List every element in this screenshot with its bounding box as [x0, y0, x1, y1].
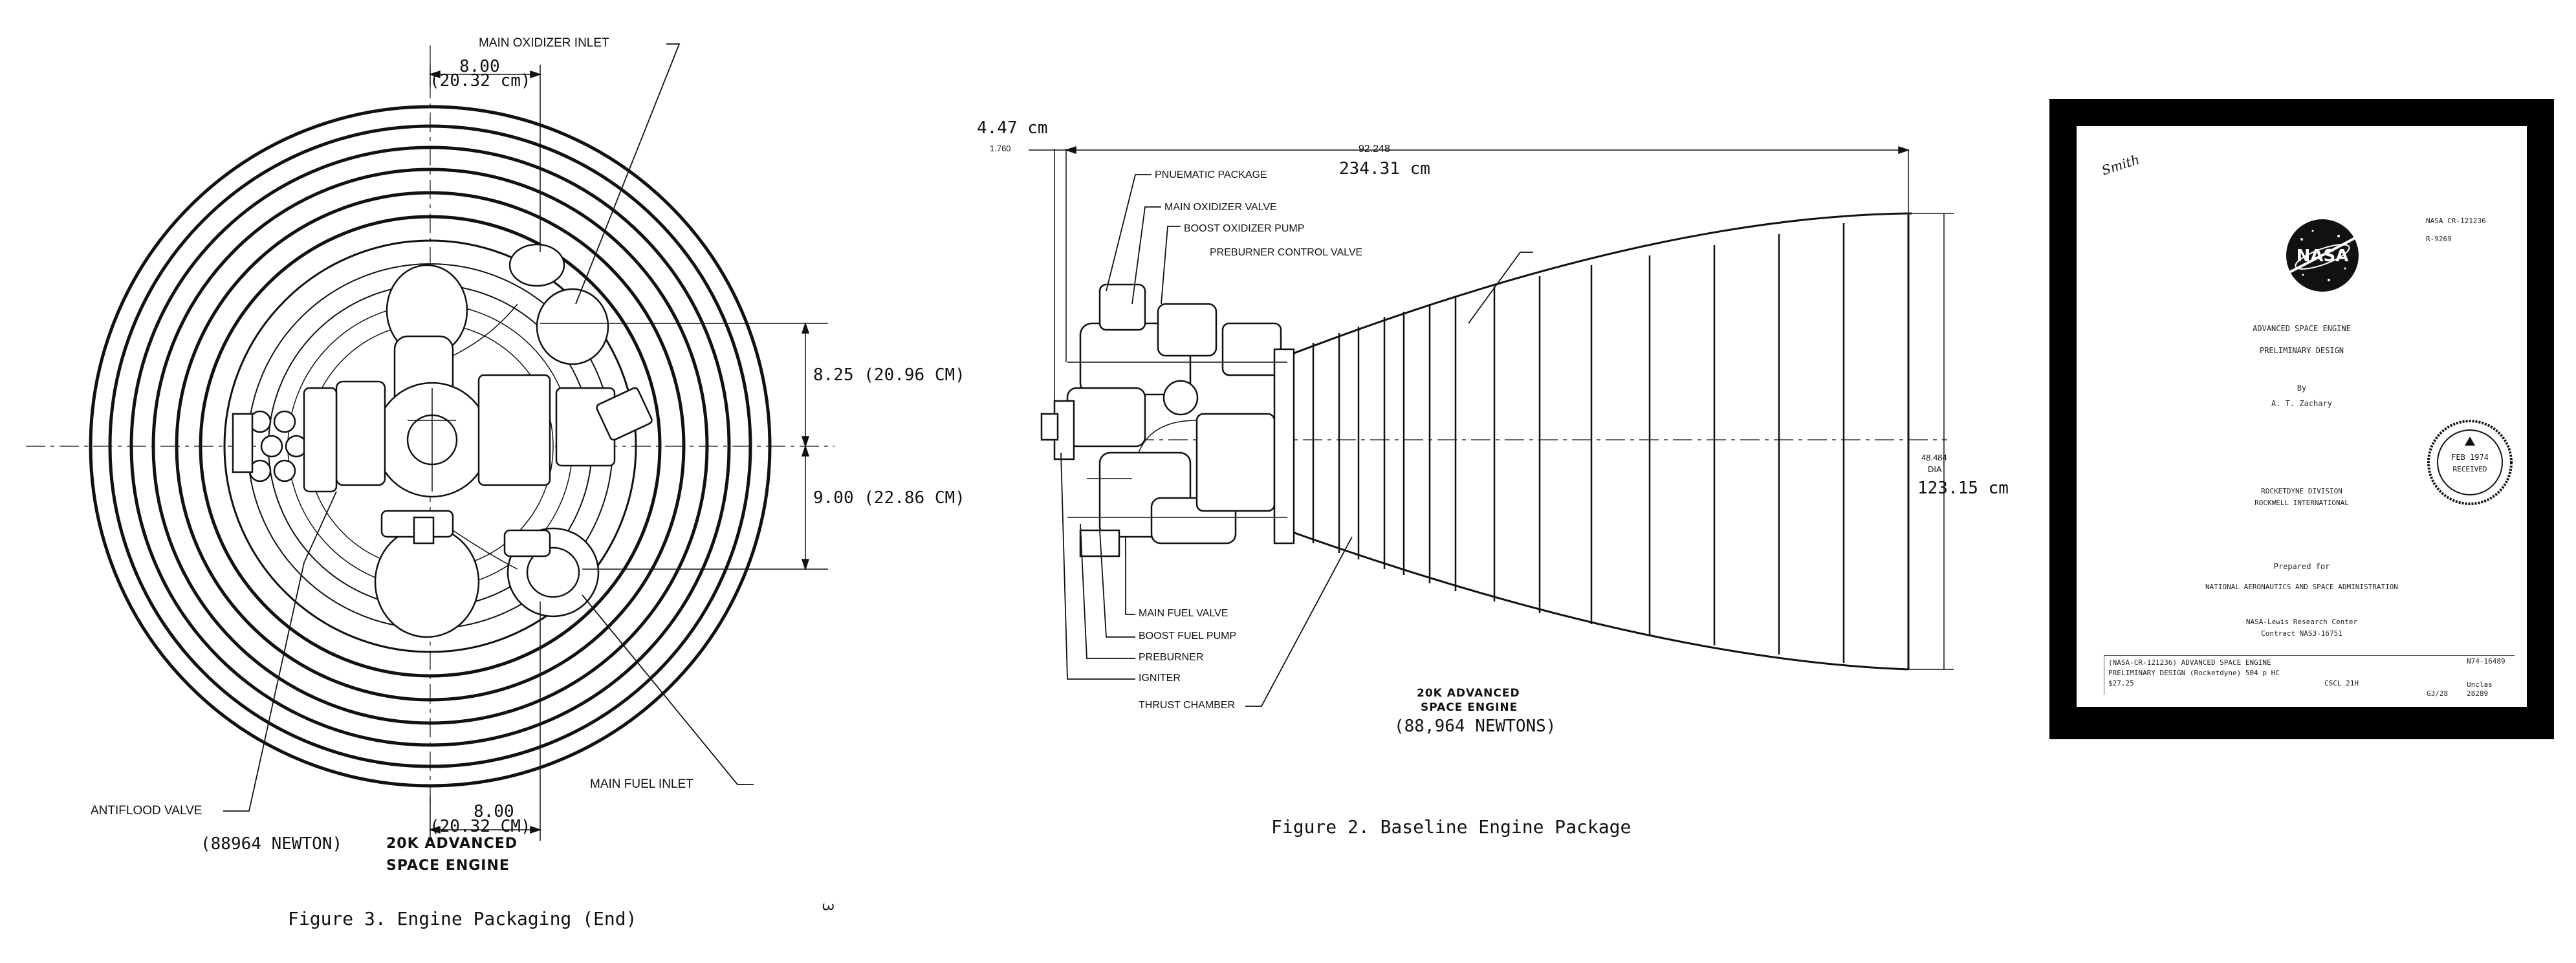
report-code: R-9269 — [2426, 235, 2452, 243]
exit-dia-label: DIA — [1928, 464, 1942, 474]
bottom-dim-cm: (20.32 CM) — [430, 817, 531, 836]
antiflood-valve-label: ANTIFLOOD VALVE — [91, 804, 202, 817]
biblio-unclas: Unclas — [2467, 680, 2493, 689]
page-number: 3 — [819, 902, 836, 912]
top-dim-inches: 8.00 — [459, 57, 500, 76]
cover-by: By — [2297, 384, 2307, 393]
label-pneumatic-package: PNUEMATIC PACKAGE — [1155, 169, 1267, 180]
label-main-oxidizer-valve: MAIN OXIDIZER VALVE — [1164, 202, 1277, 213]
bottom-dim-inches: 8.00 — [474, 802, 514, 821]
biblio-line2: PRELIMINARY DESIGN (Rocketdyne) 504 p HC — [2108, 669, 2280, 677]
label-igniter: IGNITER — [1139, 673, 1181, 684]
biblio-cscl: CSCL 21H — [2324, 679, 2359, 687]
engine-newton-label: (88964 NEWTON) — [201, 834, 343, 854]
figure-2: 4.47 cm 1.760 92.248 234.31 cm PNUEMATIC… — [938, 0, 2038, 963]
biblio-n-number: N74-16489 — [2467, 657, 2505, 665]
biblio-line3: $27.25 — [2108, 679, 2134, 687]
figure-3: MAIN OXIDIZER INLET 8.00 (20.32 cm) 8.25… — [0, 0, 965, 963]
fig2-engine-newtons: (88,964 NEWTONS) — [1394, 717, 1556, 736]
small-dim: 1.760 — [990, 144, 1011, 153]
cover-title-line2: PRELIMINARY DESIGN — [2259, 346, 2344, 355]
research-center: NASA-Lewis Research Center — [2245, 618, 2358, 626]
label-thrust-chamber: THRUST CHAMBER — [1139, 700, 1236, 711]
contract: Contract NAS3-16751 — [2261, 629, 2342, 638]
fig2-engine-name-line1: 20K ADVANCED — [1417, 687, 1520, 700]
org-line2: ROCKWELL INTERNATIONAL — [2254, 499, 2349, 507]
stamp-received: RECEIVED — [2453, 465, 2487, 473]
report-number: NASA CR-121236 — [2426, 217, 2486, 225]
agency: NATIONAL AERONAUTICS AND SPACE ADMINISTR… — [2205, 583, 2398, 591]
cover-author: A. T. Zachary — [2271, 399, 2332, 408]
stamp-date: FEB 1974 — [2451, 453, 2489, 462]
prepared-for: Prepared for — [2273, 562, 2330, 571]
cover-title-line1: ADVANCED SPACE ENGINE — [2253, 324, 2351, 333]
label-preburner-control-valve: PREBURNER CONTROL VALVE — [1210, 247, 1363, 258]
label-preburner: PREBURNER — [1139, 652, 1204, 663]
label-main-fuel-valve: MAIN FUEL VALVE — [1139, 608, 1228, 619]
figure-2-caption: Figure 2. Baseline Engine Package — [1271, 816, 1632, 838]
biblio-line1: (NASA-CR-121236) ADVANCED SPACE ENGINE — [2108, 658, 2271, 667]
main-oxidizer-inlet-label: MAIN OXIDIZER INLET — [479, 36, 609, 50]
received-stamp: FEB 1974 RECEIVED — [2425, 417, 2515, 508]
length-dim-cm: 234.31 cm — [1339, 159, 1430, 179]
nasa-logo-text: NASA — [2297, 246, 2349, 266]
figure-3-drawing — [26, 43, 835, 841]
cover-page: Smith NASA NASA CR-121236 R-9269 ADVANCE… — [2049, 99, 2554, 739]
fig2-engine-name-line2: SPACE ENGINE — [1421, 701, 1518, 714]
handwritten-note: Smith — [2099, 151, 2142, 179]
top-dim-cm: (20.32 cm) — [430, 71, 531, 91]
engine-name-line1: 20K ADVANCED — [386, 836, 518, 852]
label-boost-fuel-pump: BOOST FUEL PUMP — [1139, 631, 1237, 642]
figure-3-caption: Figure 3. Engine Packaging (End) — [288, 908, 637, 929]
main-fuel-inlet-label: MAIN FUEL INLET — [590, 777, 693, 791]
biblio-strip: (NASA-CR-121236) ADVANCED SPACE ENGINE P… — [2104, 655, 2515, 698]
nasa-logo: NASA — [2284, 217, 2361, 294]
engine-name-line2: SPACE ENGINE — [386, 858, 510, 874]
right-dim-lower: 9.00 (22.86 CM) — [813, 488, 965, 508]
top-left-dim: 4.47 cm — [977, 118, 1048, 138]
label-boost-oxidizer-pump: BOOST OXIDIZER PUMP — [1184, 223, 1305, 234]
exit-dia-inches: 48.484 — [1921, 453, 1947, 462]
figure-2-drawing — [1029, 146, 1954, 707]
length-dim-inches: 92.248 — [1359, 144, 1390, 155]
biblio-num: 28289 — [2467, 689, 2489, 698]
biblio-g: G3/28 — [2427, 689, 2449, 698]
org-line1: ROCKETDYNE DIVISION — [2261, 487, 2342, 495]
cover-sheet: Smith NASA NASA CR-121236 R-9269 ADVANCE… — [2077, 126, 2527, 707]
right-dim-upper: 8.25 (20.96 CM) — [813, 365, 965, 385]
exit-dia-cm: 123.15 cm — [1917, 479, 2009, 498]
